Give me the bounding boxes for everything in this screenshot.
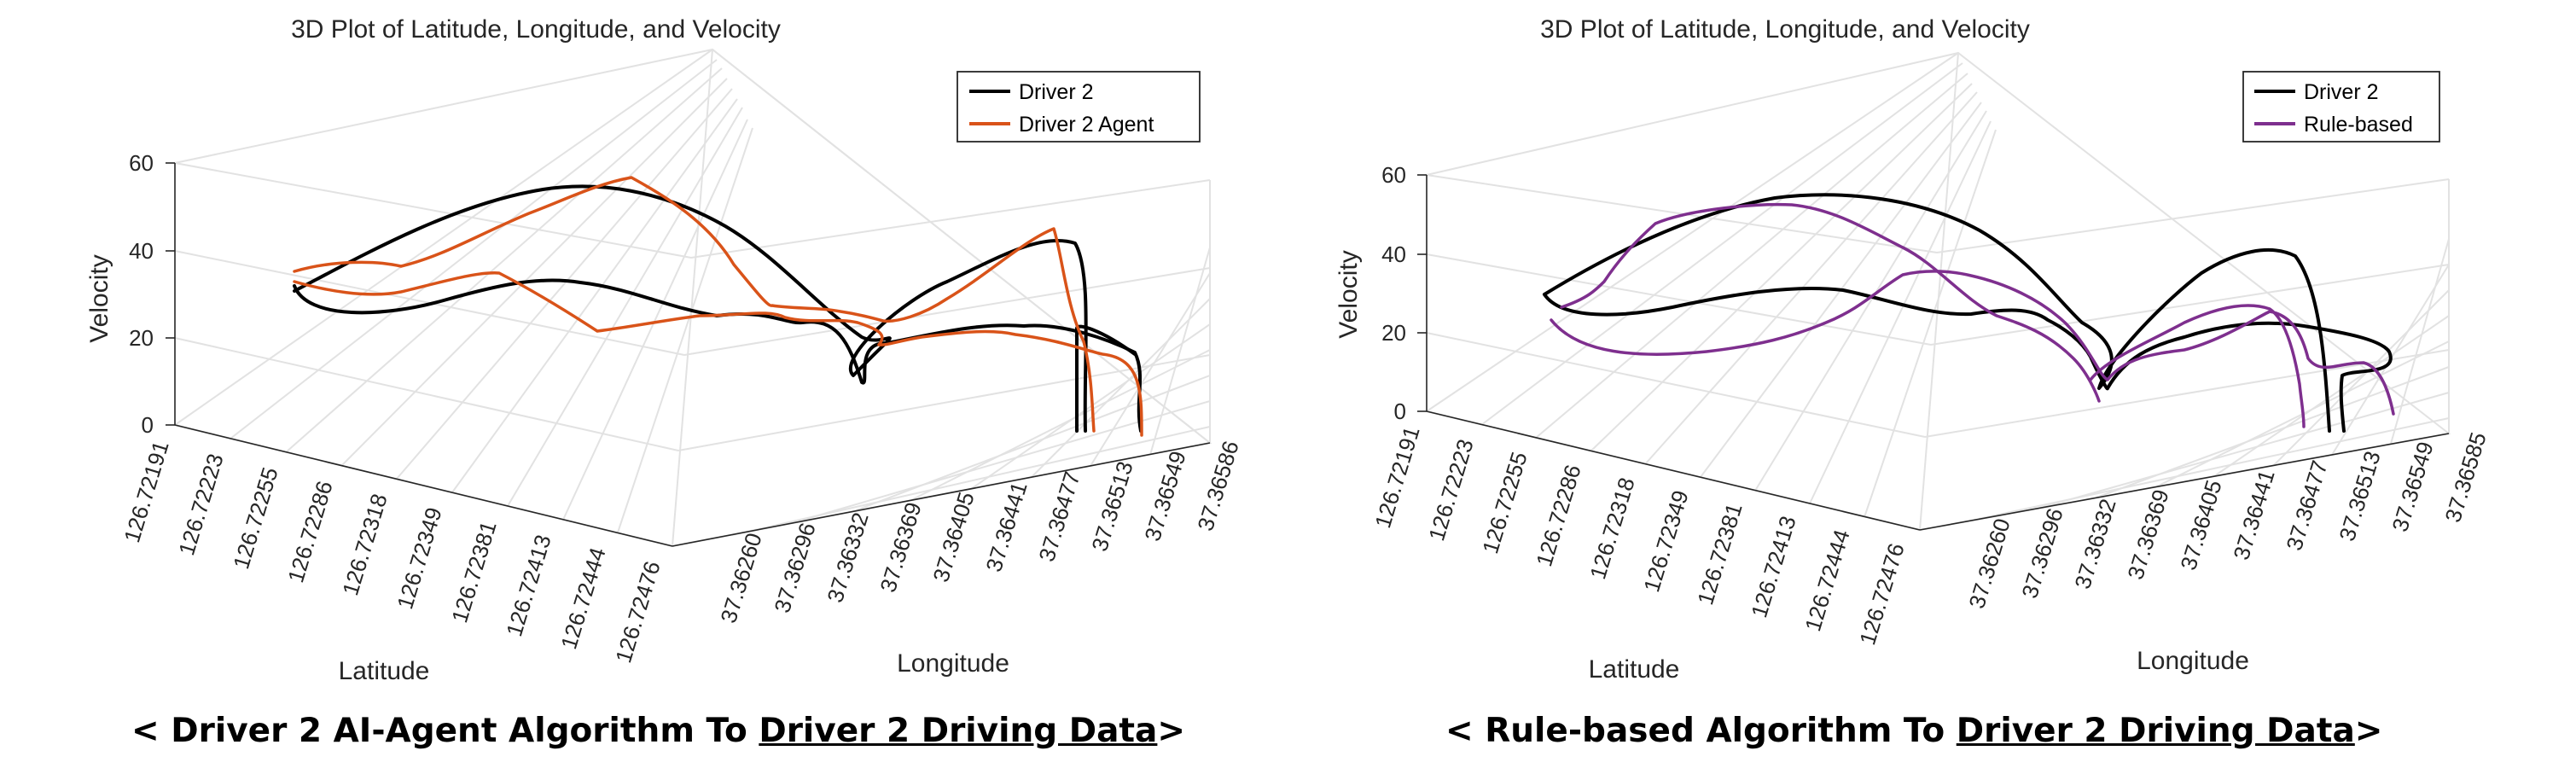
x-tick: 126.72413 (501, 532, 556, 639)
z-axis-label: Velocity (1335, 250, 1363, 338)
z-tick: 0 (1394, 399, 1406, 424)
x-tick: 126.72444 (1800, 527, 1855, 634)
z-tick: 60 (1381, 162, 1406, 188)
y-axis-label: Longitude (2137, 647, 2249, 675)
z-tick: 40 (1381, 242, 1406, 267)
y-tick: 37.36405 (2175, 477, 2226, 573)
y-tick: 37.36513 (2334, 448, 2385, 544)
left-grid (172, 48, 1212, 548)
y-tick: 37.36369 (875, 499, 926, 595)
y-tick: 37.36369 (2122, 486, 2173, 582)
y-tick: 37.36549 (1139, 448, 1190, 544)
z-tick: 40 (129, 238, 154, 264)
y-tick: 37.36513 (1086, 458, 1137, 554)
right-caption-underlined: Driver 2 Driving Data (1956, 712, 2355, 750)
x-tick: 126.72349 (392, 504, 447, 612)
rule-based-line (1560, 202, 2101, 403)
x-axis-label: Latitude (339, 657, 430, 685)
y-tick: 37.36585 (2439, 429, 2491, 525)
x-tick: 126.72413 (1746, 513, 1801, 620)
left-axes (166, 162, 1211, 547)
y-tick: 37.36549 (2387, 439, 2438, 534)
x-tick: 126.72223 (173, 451, 229, 558)
left-series-driver-2 (293, 184, 1143, 433)
right-plot: 3D Plot of Latitude, Longitude, and Velo… (1335, 15, 2492, 684)
rule-based-line (2089, 304, 2306, 428)
right-legend: Driver 2 Rule-based (2242, 71, 2440, 143)
left-legend: Driver 2 Driver 2 Agent (957, 71, 1201, 143)
x-tick: 126.72286 (282, 478, 338, 585)
left-series-driver-2-agent (293, 176, 1143, 437)
x-tick: 126.72191 (1369, 423, 1425, 531)
y-tick: 37.36260 (715, 530, 766, 626)
legend-item: Driver 2 (1019, 80, 1094, 104)
right-caption-suffix: > (2354, 712, 2383, 750)
x-tick: 126.72318 (1585, 474, 1640, 582)
x-tick: 126.72476 (610, 558, 666, 666)
x-tick: 126.72444 (555, 544, 611, 652)
legend-item: Driver 2 (2304, 80, 2379, 104)
driver-2-agent-line (293, 176, 1096, 433)
x-tick: 126.72381 (446, 518, 502, 626)
x-tick: 126.72255 (228, 464, 283, 572)
y-tick: 37.36260 (1963, 515, 2015, 611)
x-tick: 126.72223 (1423, 436, 1479, 544)
left-plot: 3D Plot of Latitude, Longitude, and Velo… (85, 15, 1244, 685)
left-caption-underlined: Driver 2 Driving Data (759, 712, 1158, 750)
y-tick: 37.36477 (2281, 457, 2332, 553)
y-tick: 37.36296 (2016, 505, 2067, 601)
y-tick: 37.36405 (927, 489, 979, 585)
y-tick: 37.36332 (2069, 496, 2120, 591)
z-axis-label: Velocity (85, 254, 113, 342)
x-tick: 126.72318 (337, 491, 393, 598)
x-tick: 126.72255 (1477, 449, 1532, 556)
y-tick: 37.36586 (1192, 438, 1243, 533)
driver-2-line (1543, 193, 2331, 433)
driver-2-line (1543, 286, 2393, 433)
left-caption-prefix: < Driver 2 AI-Agent Algorithm To (131, 712, 759, 750)
right-caption-prefix: < Rule-based Algorithm To (1445, 712, 1957, 750)
legend-item: Driver 2 Agent (1019, 113, 1154, 137)
y-tick: 37.36477 (1033, 468, 1084, 564)
z-tick: 60 (129, 150, 154, 176)
driver-2-agent-line (293, 271, 1143, 437)
right-chart-title: 3D Plot of Latitude, Longitude, and Velo… (1540, 15, 2030, 44)
y-tick: 37.36296 (769, 520, 820, 615)
z-tick: 20 (1381, 320, 1406, 346)
z-tick: 20 (129, 325, 154, 351)
rule-based-line (1550, 270, 2395, 416)
driver-2-line (293, 278, 1143, 433)
x-tick: 126.72286 (1531, 462, 1586, 569)
x-tick: 126.72191 (119, 438, 174, 545)
right-axes (1417, 174, 2450, 531)
left-caption-suffix: > (1157, 712, 1186, 750)
x-axis-label: Latitude (1589, 655, 1680, 684)
y-axis-label: Longitude (897, 649, 1009, 678)
z-tick: 0 (142, 412, 154, 438)
right-caption: < Rule-based Algorithm To Driver 2 Drivi… (1445, 712, 2382, 750)
y-tick: 37.36441 (980, 479, 1032, 574)
y-tick: 37.36332 (822, 509, 873, 605)
x-tick: 126.72381 (1692, 500, 1747, 608)
left-chart-title: 3D Plot of Latitude, Longitude, and Velo… (291, 15, 781, 44)
left-caption: < Driver 2 AI-Agent Algorithm To Driver … (131, 712, 1185, 750)
right-series-rule-based (1550, 202, 2395, 428)
x-tick: 126.72476 (1854, 540, 1910, 648)
y-tick: 37.36441 (2228, 467, 2279, 562)
legend-item: Rule-based (2304, 113, 2413, 137)
x-tick: 126.72349 (1638, 487, 1694, 595)
